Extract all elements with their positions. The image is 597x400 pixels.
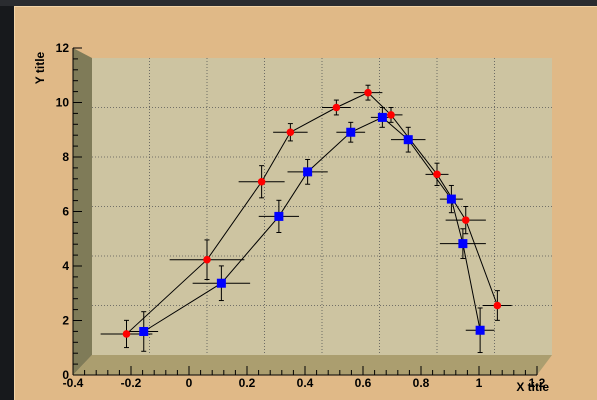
x-tick-label: 0.4 <box>297 376 314 390</box>
data-point-circle <box>433 170 441 179</box>
data-point-square <box>458 239 468 249</box>
y-tick-label: 10 <box>56 96 70 110</box>
frame-left-face <box>73 48 92 375</box>
data-point-circle <box>122 330 131 338</box>
y-tick-label: 0 <box>62 368 69 382</box>
y-tick-label: 6 <box>62 205 69 219</box>
data-point-square <box>446 194 456 204</box>
x-tick-label: 1.2 <box>529 376 546 390</box>
x-tick-label: 0.8 <box>413 376 430 390</box>
data-point-circle <box>364 88 372 97</box>
data-point-square <box>303 167 313 177</box>
data-point-circle <box>332 103 341 112</box>
data-point-square <box>139 326 149 336</box>
data-point-circle <box>286 128 295 137</box>
frame-bottom-face <box>73 355 552 375</box>
data-point-circle <box>203 255 211 264</box>
data-point-square <box>274 211 284 221</box>
x-tick-label: 0.2 <box>239 376 256 390</box>
y-tick-label: 12 <box>56 41 70 55</box>
x-tick-label: 0 <box>186 376 193 390</box>
x-tick-label: -0.2 <box>121 376 142 390</box>
data-point-square <box>475 325 485 335</box>
data-point-circle <box>387 111 395 119</box>
data-point-circle <box>461 216 470 224</box>
y-tick-label: 8 <box>62 150 69 164</box>
x-tick-label: 1 <box>476 376 483 390</box>
data-point-circle <box>493 301 502 310</box>
data-point-square <box>403 135 413 145</box>
x-tick-label: -0.4 <box>63 376 84 390</box>
y-tick-label: 2 <box>62 314 69 328</box>
data-point-square <box>216 278 226 288</box>
x-axis-ticks: -0.4 -0.2 0 0.2 0.4 0.6 0.8 1 1.2 <box>63 366 546 390</box>
series-line-2 <box>143 116 481 332</box>
data-point-square <box>377 112 387 122</box>
x-tick-label: 0.6 <box>355 376 372 390</box>
x-axis-title: X title <box>516 380 549 394</box>
data-markers <box>122 88 502 338</box>
y-tick-label: 4 <box>62 259 69 273</box>
top-dark-strip <box>0 0 597 6</box>
data-point-circle <box>257 177 266 186</box>
y-axis-title: Y title <box>33 51 47 84</box>
y-axis-ticks: 0 2 4 6 8 10 12 <box>56 41 82 382</box>
data-point-square <box>346 127 356 137</box>
left-dark-strip <box>0 0 14 400</box>
